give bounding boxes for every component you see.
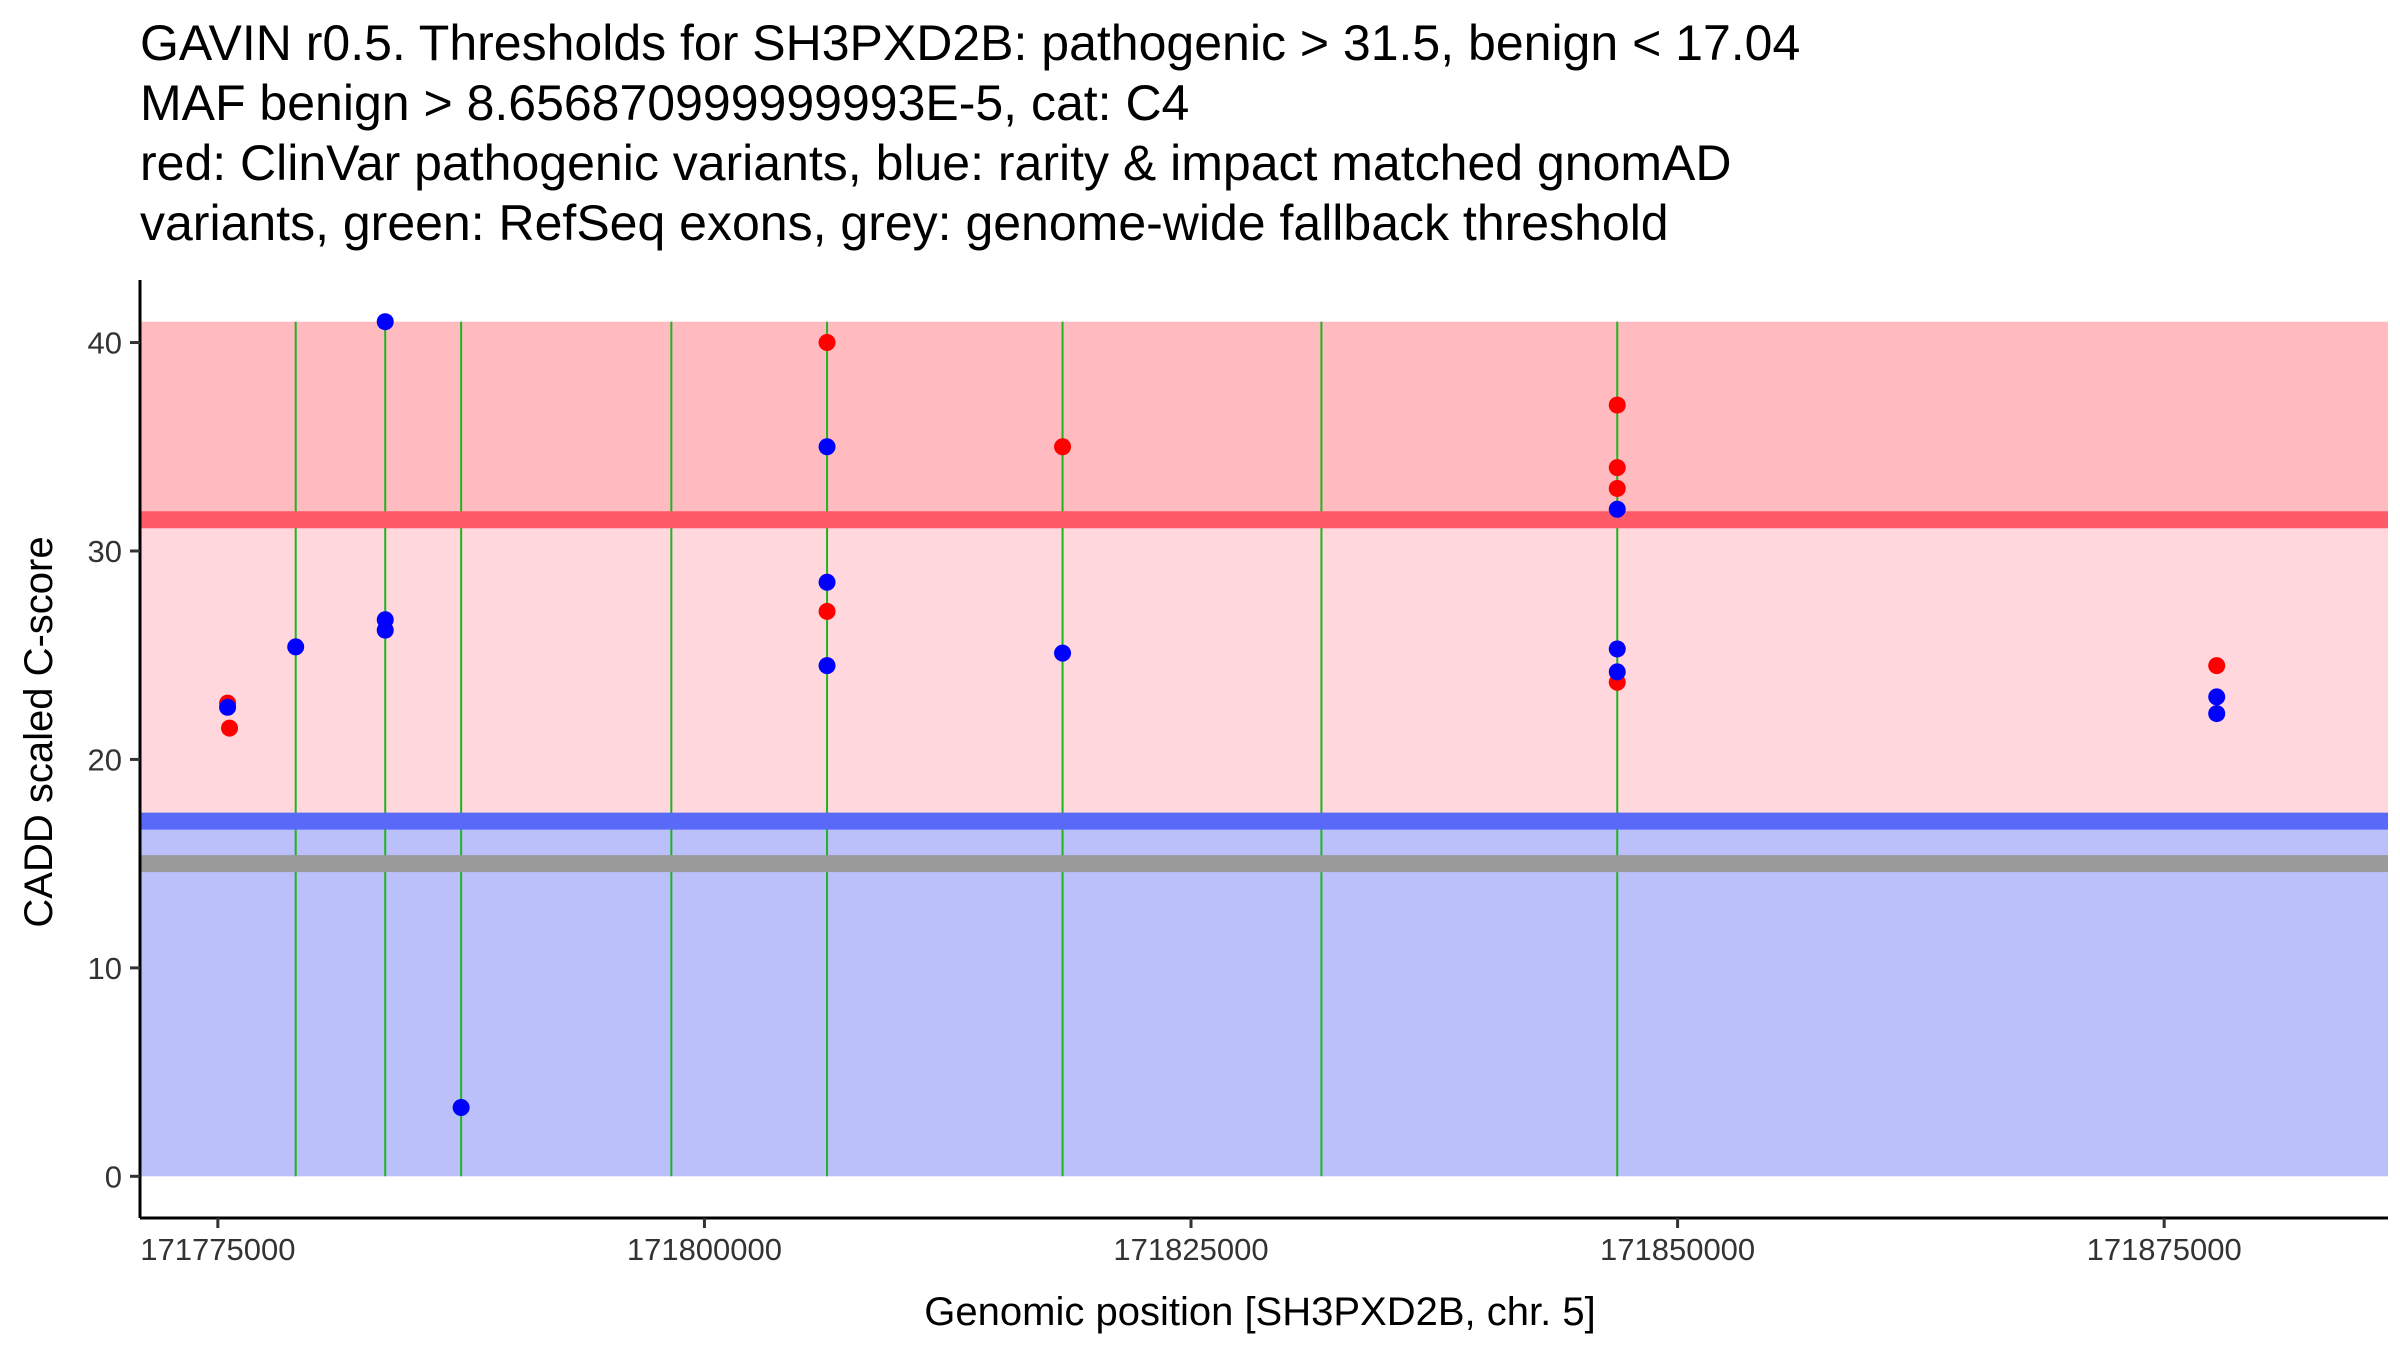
title-line-2: MAF benign > 8.656870999999993E-5, cat: … [140, 75, 1189, 131]
population-point-11 [1608, 500, 1626, 518]
y-tick-label-4: 30 [88, 534, 122, 569]
x-axis-ticks: 171775000 171800000 171825000 171850000 1718… [140, 1218, 2242, 1267]
population-point-12 [1608, 640, 1626, 658]
population-point-5 [376, 621, 394, 639]
y-tick-label-1: 0 [105, 1159, 122, 1194]
population-point-3 [376, 313, 394, 331]
region-pathogenic [140, 321, 2388, 520]
pathogenic-point-8 [1608, 479, 1626, 497]
y-tick-label-5: 40 [88, 326, 122, 361]
threshold-regions [140, 321, 2388, 1177]
population-point-13 [1608, 663, 1626, 681]
chart-title: GAVIN r0.5. Thresholds for SH3PXD2B: pat… [140, 15, 1800, 251]
y-axis-title: CADD scaled C-score [17, 536, 61, 927]
x-tick-label-4: 171850000 [1600, 1232, 1755, 1267]
pathogenic-point-6 [1608, 396, 1626, 414]
population-point-8 [818, 573, 836, 591]
region-benign [140, 821, 2388, 1177]
pathogenic-point-4 [818, 602, 836, 620]
y-tick-label-2: 10 [88, 951, 122, 986]
population-point-6 [452, 1099, 470, 1117]
exon-lines [294, 321, 1619, 1177]
x-tick-label-5: 171875000 [2087, 1232, 2242, 1267]
population-point-15 [2208, 705, 2226, 723]
pathogenic-point-2 [221, 719, 239, 737]
threshold-lines [140, 511, 2388, 873]
population-point-7 [818, 438, 836, 456]
pathogenic-point-10 [2208, 657, 2226, 675]
data-points [219, 313, 2226, 1117]
pathogenic-point-5 [1054, 438, 1072, 456]
region-vus [140, 519, 2388, 822]
title-line-1: GAVIN r0.5. Thresholds for SH3PXD2B: pat… [140, 15, 1800, 71]
population-point-1 [219, 698, 237, 716]
pathogenic-point-3 [818, 334, 836, 352]
y-tick-label-3: 20 [88, 742, 122, 777]
x-tick-label-1: 171775000 [140, 1232, 295, 1267]
title-line-3: red: ClinVar pathogenic variants, blue: … [140, 135, 1731, 191]
population-point-9 [818, 657, 836, 675]
population-point-14 [2208, 688, 2226, 706]
title-line-4: variants, green: RefSeq exons, grey: gen… [140, 195, 1669, 251]
x-tick-label-3: 171825000 [1113, 1232, 1268, 1267]
y-axis-ticks: 0 10 20 30 40 [88, 326, 140, 1194]
x-tick-label-2: 171800000 [627, 1232, 782, 1267]
population-point-2 [287, 638, 305, 656]
pathogenic-point-7 [1608, 459, 1626, 477]
x-axis-title: Genomic position [SH3PXD2B, chr. 5] [924, 1290, 1595, 1334]
population-point-10 [1054, 644, 1072, 662]
axes: 171775000 171800000 171825000 171850000 1718… [88, 280, 2388, 1267]
